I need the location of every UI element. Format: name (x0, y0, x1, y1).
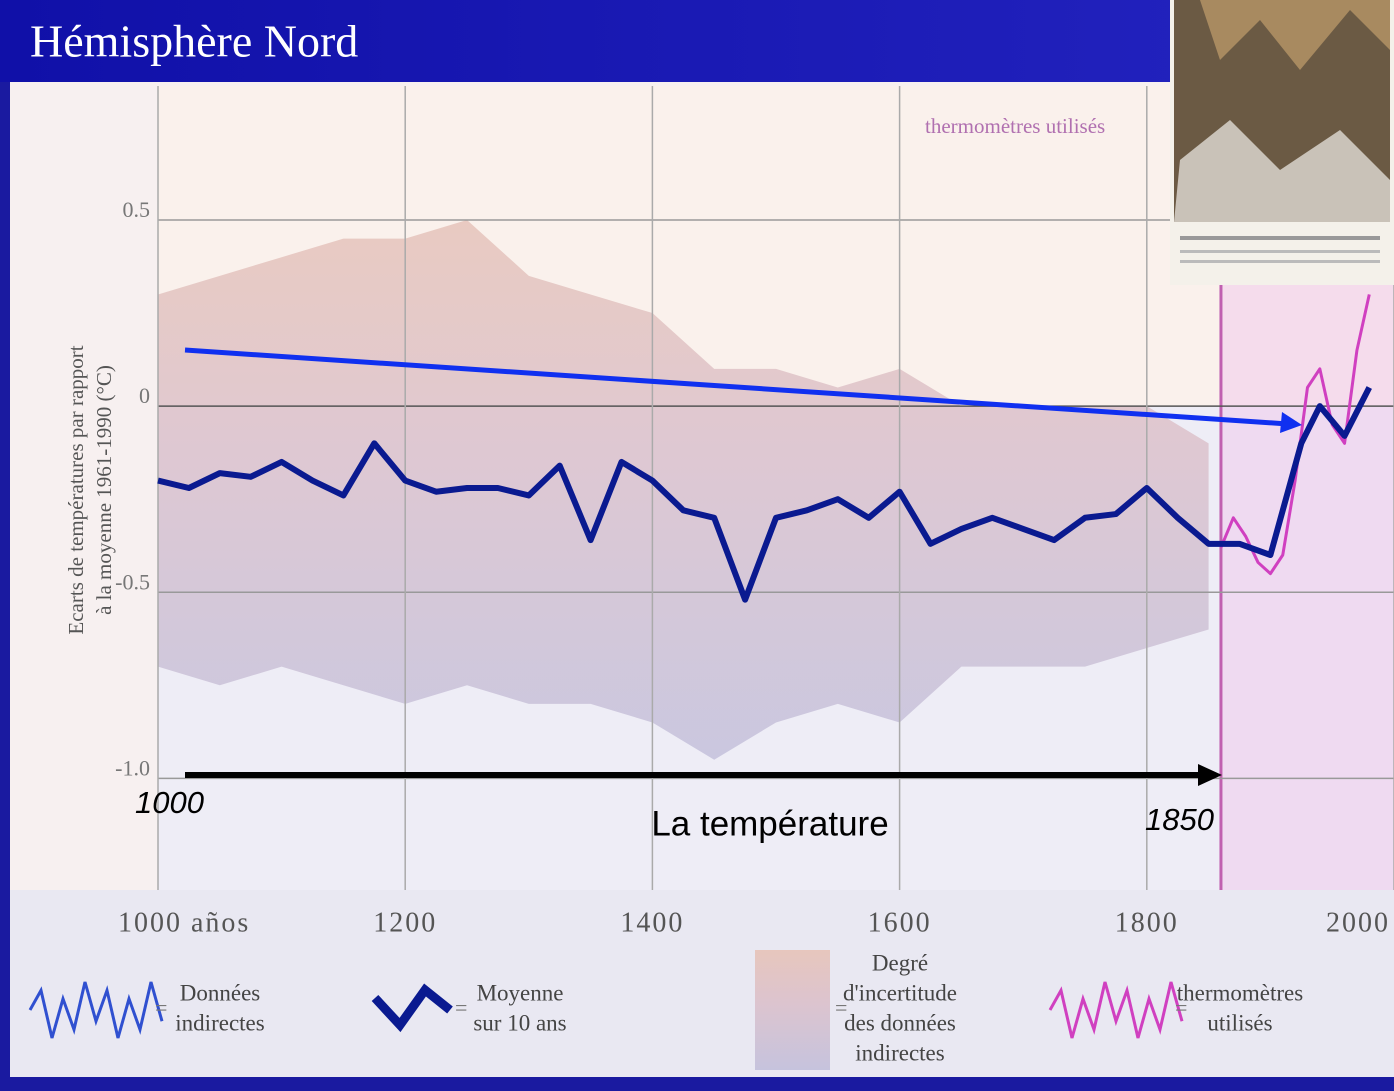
x-tick-label: 1400 (620, 907, 684, 938)
legend-label: thermomètres (1177, 980, 1304, 1005)
legend-label: Degré (872, 950, 928, 975)
x-tick-label: 2000 (1326, 907, 1390, 938)
y-tick-label: 0.5 (123, 197, 151, 222)
inset-picture (1170, 0, 1394, 285)
arrow-head (1198, 764, 1222, 786)
legend-swatch (371, 983, 453, 1033)
annotation-arrow (184, 347, 1289, 427)
legend-label: indirectes (855, 1040, 944, 1065)
uncertainty-band (158, 220, 1209, 760)
series-line (1219, 294, 1371, 576)
title-band (0, 0, 1394, 82)
legend-equals: = (155, 995, 167, 1020)
y-axis-label: à la moyenne 1961-1990 (°C) (92, 365, 116, 615)
y-tick-label: -1.0 (115, 755, 150, 780)
x-tick-label: 1200 (373, 907, 437, 938)
legend-equals: = (835, 995, 847, 1020)
legend-label: Données (180, 980, 261, 1005)
annotation: thermomètres utilisés (925, 114, 1105, 138)
legend-swatch (28, 981, 164, 1039)
chart-title: Hémisphère Nord (30, 16, 358, 67)
legend-label: sur 10 ans (473, 1010, 566, 1035)
x-tick-label: 1000 años (118, 907, 250, 938)
legend-label: Moyenne (477, 980, 564, 1005)
y-axis-label: Ecarts de températures par rapport (64, 345, 88, 634)
arrow-head (1280, 412, 1302, 433)
legend-label: utilisés (1207, 1010, 1272, 1035)
annotation: 1850 (1145, 802, 1214, 837)
legend-swatch (755, 950, 830, 1070)
x-tick-label: 1600 (868, 907, 932, 938)
y-tick-label: 0 (139, 383, 150, 408)
annotation: La température (651, 804, 888, 843)
x-tick-label: 1800 (1115, 907, 1179, 938)
annotation: 1000 (135, 785, 204, 820)
legend-label: des données (844, 1010, 956, 1035)
series-line (157, 386, 1372, 603)
legend-background (10, 890, 1394, 1077)
legend-label: d'incertitude (843, 980, 957, 1005)
legend-equals: = (455, 995, 467, 1020)
legend-swatch (1048, 981, 1184, 1039)
legend-equals: = (1175, 995, 1187, 1020)
y-tick-label: -0.5 (115, 569, 150, 594)
legend-label: indirectes (175, 1010, 264, 1035)
